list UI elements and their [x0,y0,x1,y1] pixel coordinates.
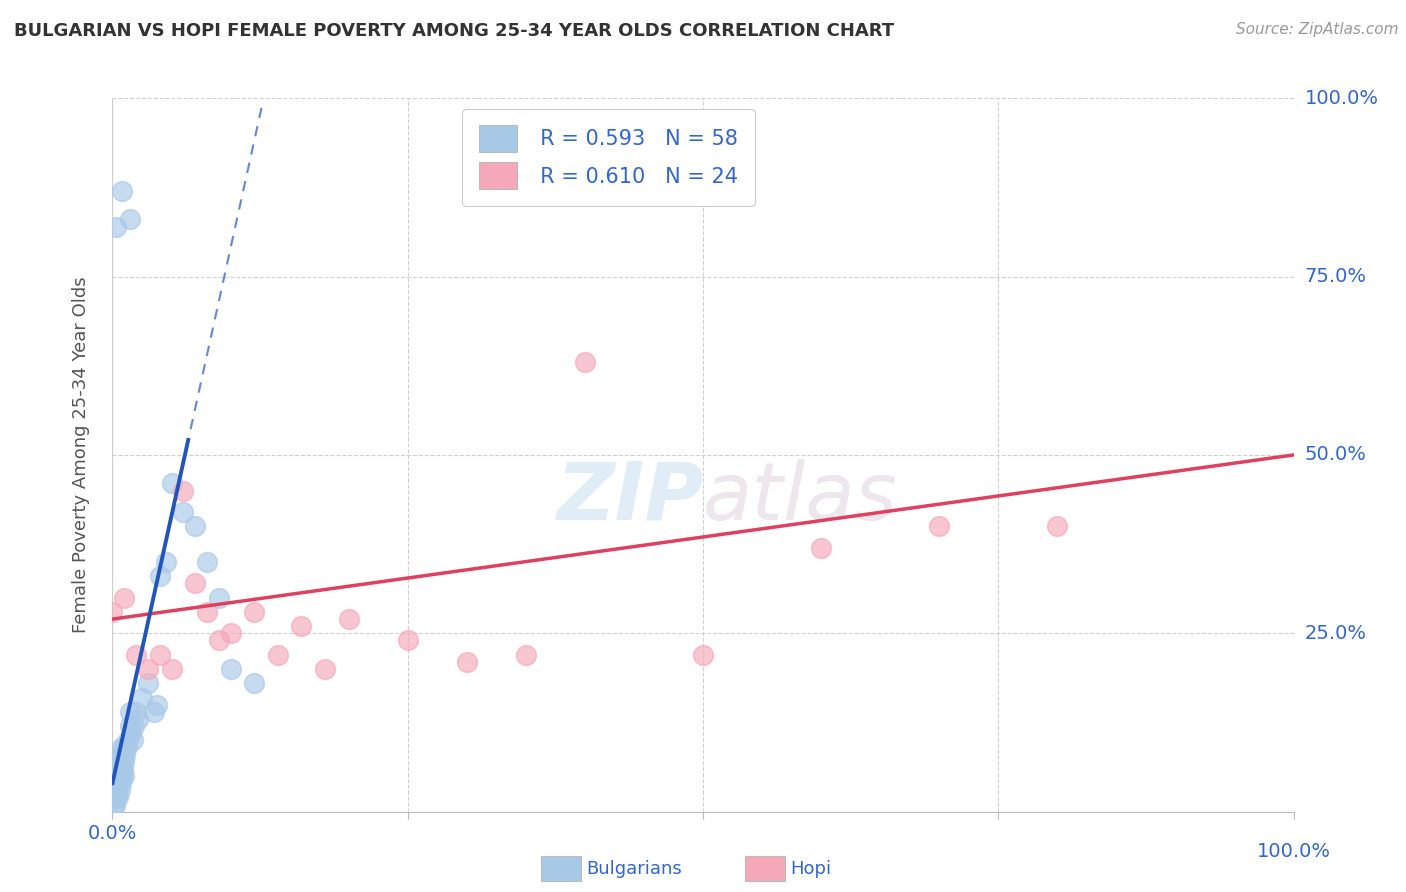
Point [574,355,596,369]
Text: 50.0%: 50.0% [1305,445,1367,465]
Point [108,769,131,783]
Point [122,719,145,733]
Point [112,755,135,769]
Text: 100.0%: 100.0% [1257,842,1330,862]
Point [208,633,231,648]
Point [105,219,128,234]
Point [149,648,172,662]
Point [136,662,159,676]
Point [184,519,207,533]
Text: ZIP: ZIP [555,458,703,537]
Text: Bulgarians: Bulgarians [586,860,682,878]
Point [219,626,242,640]
Point [105,776,128,790]
Point [101,783,124,797]
Point [131,690,153,705]
Point [136,676,159,690]
Point [105,790,128,805]
Y-axis label: Female Poverty Among 25-34 Year Olds: Female Poverty Among 25-34 Year Olds [72,277,90,633]
Point [121,733,143,747]
Point [103,797,125,812]
Point [104,783,127,797]
Text: 75.0%: 75.0% [1305,267,1367,286]
Text: 25.0%: 25.0% [1305,624,1367,643]
Point [184,576,207,591]
Point [127,712,149,726]
Point [107,776,129,790]
Point [120,705,142,719]
Point [290,619,312,633]
Point [692,648,714,662]
Point [110,776,132,790]
Point [104,797,127,812]
Point [208,591,231,605]
Point [101,605,124,619]
Point [172,483,194,498]
Point [337,612,360,626]
Point [267,648,290,662]
Point [111,769,134,783]
Point [112,740,135,755]
Point [1046,519,1069,533]
Point [160,476,183,491]
Point [243,676,266,690]
Point [112,747,135,762]
Point [103,790,125,805]
Point [111,740,134,755]
Point [160,662,183,676]
Point [515,648,537,662]
Point [117,733,139,747]
Point [396,633,419,648]
Point [112,769,135,783]
Point [195,555,218,569]
Text: Source: ZipAtlas.com: Source: ZipAtlas.com [1236,22,1399,37]
Point [108,755,131,769]
Point [108,783,131,797]
Text: BULGARIAN VS HOPI FEMALE POVERTY AMONG 25-34 YEAR OLDS CORRELATION CHART: BULGARIAN VS HOPI FEMALE POVERTY AMONG 2… [14,22,894,40]
Point [142,705,165,719]
Point [111,755,134,769]
Point [125,648,148,662]
Point [105,769,128,783]
Point [810,541,832,555]
Point [172,505,194,519]
Point [195,605,218,619]
Text: atlas: atlas [703,458,898,537]
Point [110,762,132,776]
Point [103,783,125,797]
Point [104,790,127,805]
Point [243,605,266,619]
Text: 100.0%: 100.0% [1305,88,1379,108]
Text: Hopi: Hopi [790,860,831,878]
Legend:   R = 0.593   N = 58,   R = 0.610   N = 24: R = 0.593 N = 58, R = 0.610 N = 24 [463,109,755,206]
Point [120,212,142,227]
Point [111,184,134,198]
Point [107,790,129,805]
Point [112,591,135,605]
Point [456,655,478,669]
Point [120,719,142,733]
Point [146,698,169,712]
Point [112,762,135,776]
Point [110,747,132,762]
Point [105,783,128,797]
Point [107,762,129,776]
Point [105,783,128,797]
Point [149,569,172,583]
Point [101,790,124,805]
Point [155,555,177,569]
Point [120,726,142,740]
Point [125,705,148,719]
Point [114,747,136,762]
Point [101,769,124,783]
Point [219,662,242,676]
Point [115,740,138,755]
Point [103,776,125,790]
Point [314,662,336,676]
Point [928,519,950,533]
